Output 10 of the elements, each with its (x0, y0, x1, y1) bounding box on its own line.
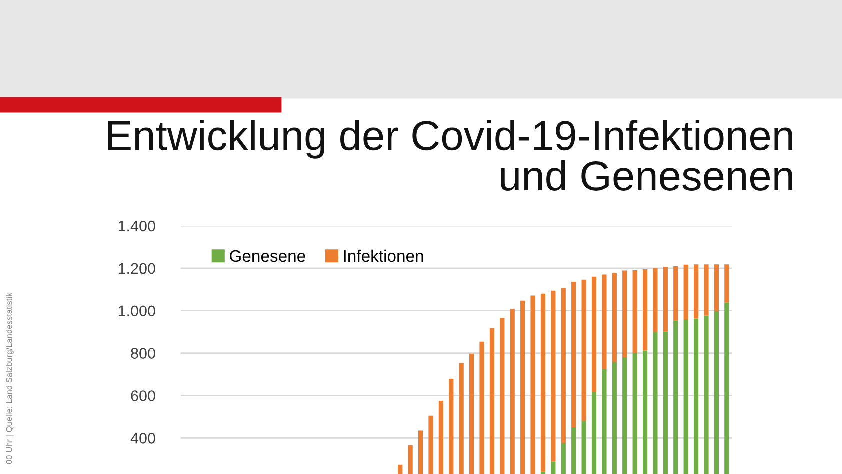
y-tick-label: 600 (131, 390, 156, 402)
y-tick-label: 1.000 (118, 306, 156, 317)
y-tick-label: 1.400 (118, 220, 156, 232)
y-tick-label: 800 (131, 348, 156, 359)
chart-title: Entwicklung der Covid-19-Infektionen und Genesenen (108, 120, 792, 191)
text: 00 Uhr | Quelle: Land Salzburg/Landesstatistik (6, 292, 14, 464)
legend-label: Genesene (230, 250, 306, 262)
y-tick-label: 1.200 (118, 263, 156, 274)
y-tick-label: 400 (130, 433, 156, 444)
legend-label: Infektionen (344, 250, 424, 262)
